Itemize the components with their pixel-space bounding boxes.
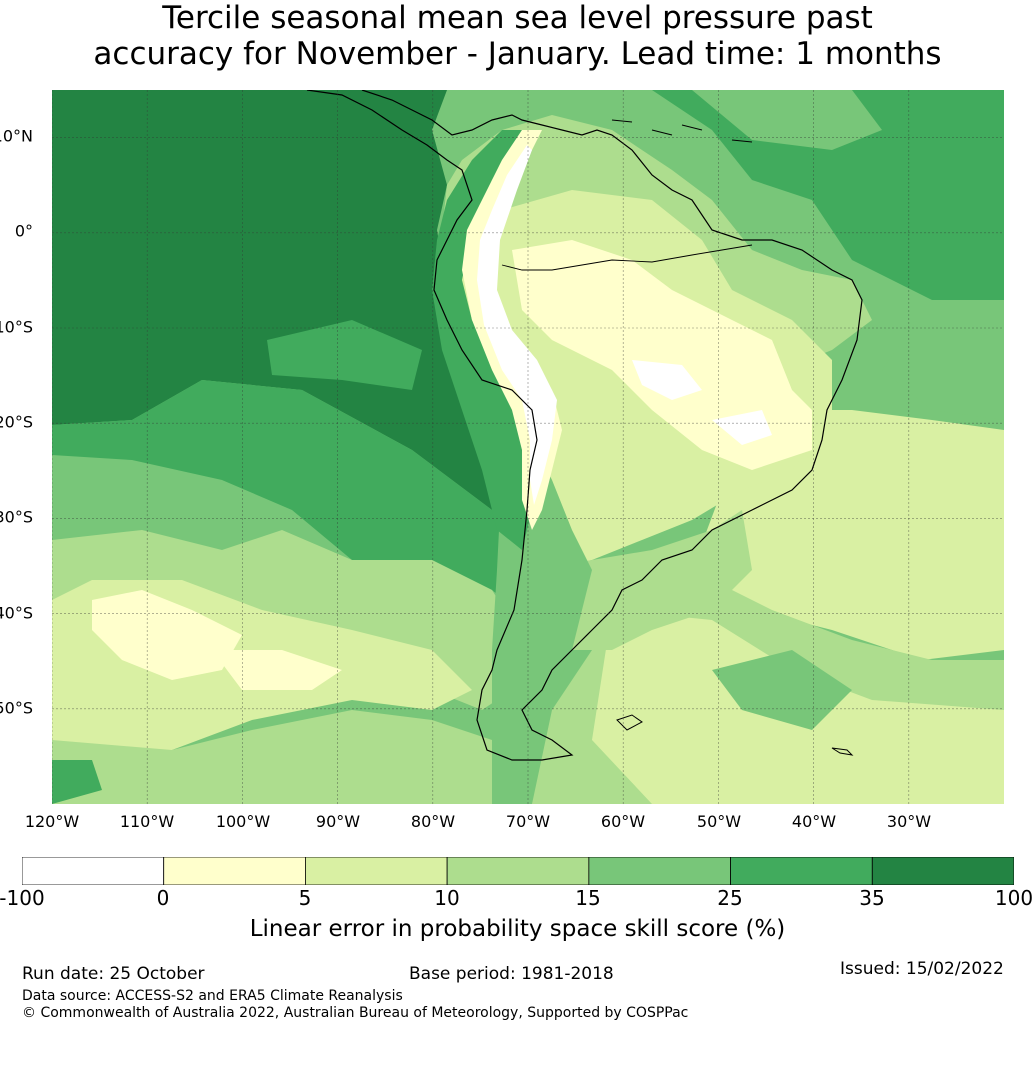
colorbar [22, 857, 1014, 885]
southwest-dark-patch [52, 760, 102, 804]
continent-white-patch-2 [712, 410, 772, 445]
colorbar-tick-0: 0 [156, 886, 170, 910]
atlantic-north-region [652, 90, 1004, 300]
atlantic-east-light [882, 300, 1004, 420]
colorbar-swatch-1 [163, 857, 306, 885]
colorbar-tick-5: 5 [298, 886, 312, 910]
lon-label-40w: 40°W [791, 812, 837, 831]
atlantic-south-deep [712, 650, 852, 730]
pacific-mid-region [52, 380, 522, 610]
title-line-1: Tercile seasonal mean sea level pressure… [162, 0, 873, 36]
issued-date: Issued: 15/02/2022 [840, 959, 1004, 979]
chart-title: Tercile seasonal mean sea level pressure… [0, 0, 1035, 72]
south-georgia [831, 747, 854, 756]
lon-label-50w: 50°W [696, 812, 742, 831]
lon-label-30w: 30°W [886, 812, 932, 831]
lon-label-110w: 110°W [119, 812, 175, 831]
colorbar-tick-25: 25 [717, 886, 743, 910]
pacific-mid-patch [267, 320, 422, 390]
colorbar-swatch-5 [730, 857, 873, 885]
southern-band [52, 710, 492, 804]
lon-label-100w: 100°W [215, 812, 271, 831]
colorbar-swatches [22, 857, 1014, 885]
base-period: Base period: 1981-2018 [409, 964, 614, 984]
colorbar-tick-10: 10 [434, 886, 460, 910]
lat-label-0: 0° [14, 221, 33, 241]
lat-label-10s: 10°S [0, 317, 33, 337]
continent-white-patch [632, 360, 702, 400]
graticule [52, 90, 1004, 804]
atlantic-north-light [692, 90, 882, 150]
lon-label-70w: 70°W [505, 812, 551, 831]
lat-label-50s: 50°S [0, 698, 33, 718]
colorbar-swatch-6 [871, 857, 1014, 885]
map-panel[interactable] [52, 90, 1004, 804]
colorbar-tick-15: 15 [575, 886, 601, 910]
colorbar-tick-35: 35 [859, 886, 885, 910]
lon-label-90w: 90°W [315, 812, 361, 831]
colorbar-label: Linear error in probability space skill … [249, 916, 786, 942]
run-date: Run date: 25 October [22, 964, 205, 984]
lat-label-40s: 40°S [0, 603, 33, 623]
lon-label-120w: 120°W [24, 812, 80, 831]
lat-label-20s: 20°S [0, 412, 33, 432]
south-pacific-cream [92, 590, 242, 680]
coastline [306, 90, 863, 761]
falkland-islands [616, 714, 643, 731]
colorbar-swatch-2 [305, 857, 448, 885]
lon-label-80w: 80°W [410, 812, 456, 831]
andes-ridge-white [477, 145, 557, 505]
continent-cream-region [512, 240, 812, 470]
lon-label-60w: 60°W [600, 812, 646, 831]
pacific-region [52, 90, 522, 520]
colorbar-swatch-4 [588, 857, 731, 885]
skill-score-map[interactable] [52, 90, 1004, 804]
amazon-river [501, 244, 753, 271]
colorbar-tick-100: 100 [994, 886, 1034, 910]
title-line-2: accuracy for November - January. Lead ti… [93, 36, 942, 72]
copyright: © Commonwealth of Australia 2022, Austra… [22, 1005, 689, 1021]
colorbar-swatch-0 [22, 857, 165, 885]
data-source: Data source: ACCESS-S2 and ERA5 Climate … [22, 988, 403, 1004]
lat-label-30s: 30°S [0, 507, 33, 527]
colorbar-tick-minus100: -100 [0, 886, 45, 910]
colorbar-swatch-3 [446, 857, 590, 885]
caribbean-islands [611, 119, 753, 143]
lat-label-10n: 10°N [0, 126, 33, 146]
south-pacific-cream-2 [212, 650, 342, 690]
